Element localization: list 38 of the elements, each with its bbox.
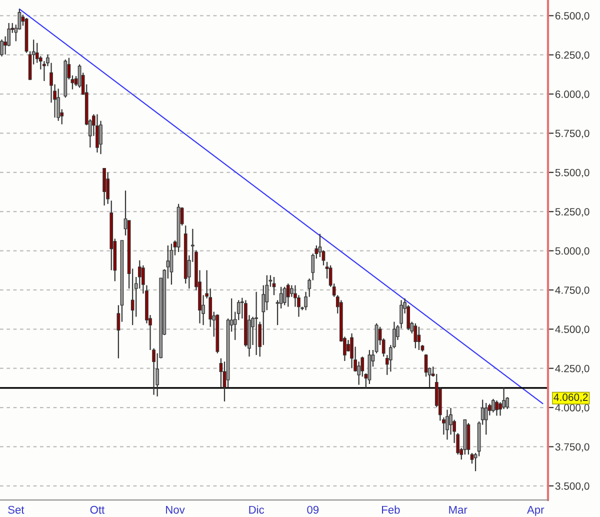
candlestick [446,409,449,440]
y-tick-label: 6.500,0 [555,12,590,21]
y-tick-label: 4.250,0 [555,364,590,374]
y-tick-label: 6.250,0 [555,51,590,60]
x-tick-label: Nov [166,506,185,514]
x-tick-label: Ott [90,506,105,514]
y-tick-label: 3.500,0 [555,482,590,491]
candlestick [484,402,488,436]
y-tick-label: 3.750,0 [555,443,590,452]
candlestick [350,332,354,369]
candlestick [0,38,4,57]
y-tick-label: 6.000,0 [555,90,590,100]
candlestick [286,282,290,308]
y-tick-label: 5.500,0 [555,168,590,178]
x-tick-label: Dic [249,506,264,514]
x-tick-label: Set [8,506,24,514]
candlestick [282,286,286,306]
candlestick [170,243,174,286]
y-tick-label: 5.250,0 [555,208,590,217]
y-tick-label: 4.500,0 [555,326,590,334]
candlestick [492,398,495,413]
candlestick [254,291,258,356]
candlestick [272,276,276,296]
candlestick [495,400,498,416]
candlestick [106,172,110,204]
y-tick-label: 4.750,0 [555,286,590,296]
candlestick [56,88,60,122]
x-tick-label: Feb [382,506,400,514]
candlestick [96,114,99,154]
y-tick-label: 5.000,0 [555,247,590,256]
candlestick [102,168,106,206]
x-tick-label: 09 [307,506,319,514]
text: 4.060,2 [554,394,588,402]
candlestick [414,322,418,349]
x-tick-label: Apr [527,506,544,516]
y-tick-label: 5.750,0 [555,130,590,138]
x-tick-label: Mar [449,506,468,514]
y-tick-label: 4.000,0 [555,404,590,413]
